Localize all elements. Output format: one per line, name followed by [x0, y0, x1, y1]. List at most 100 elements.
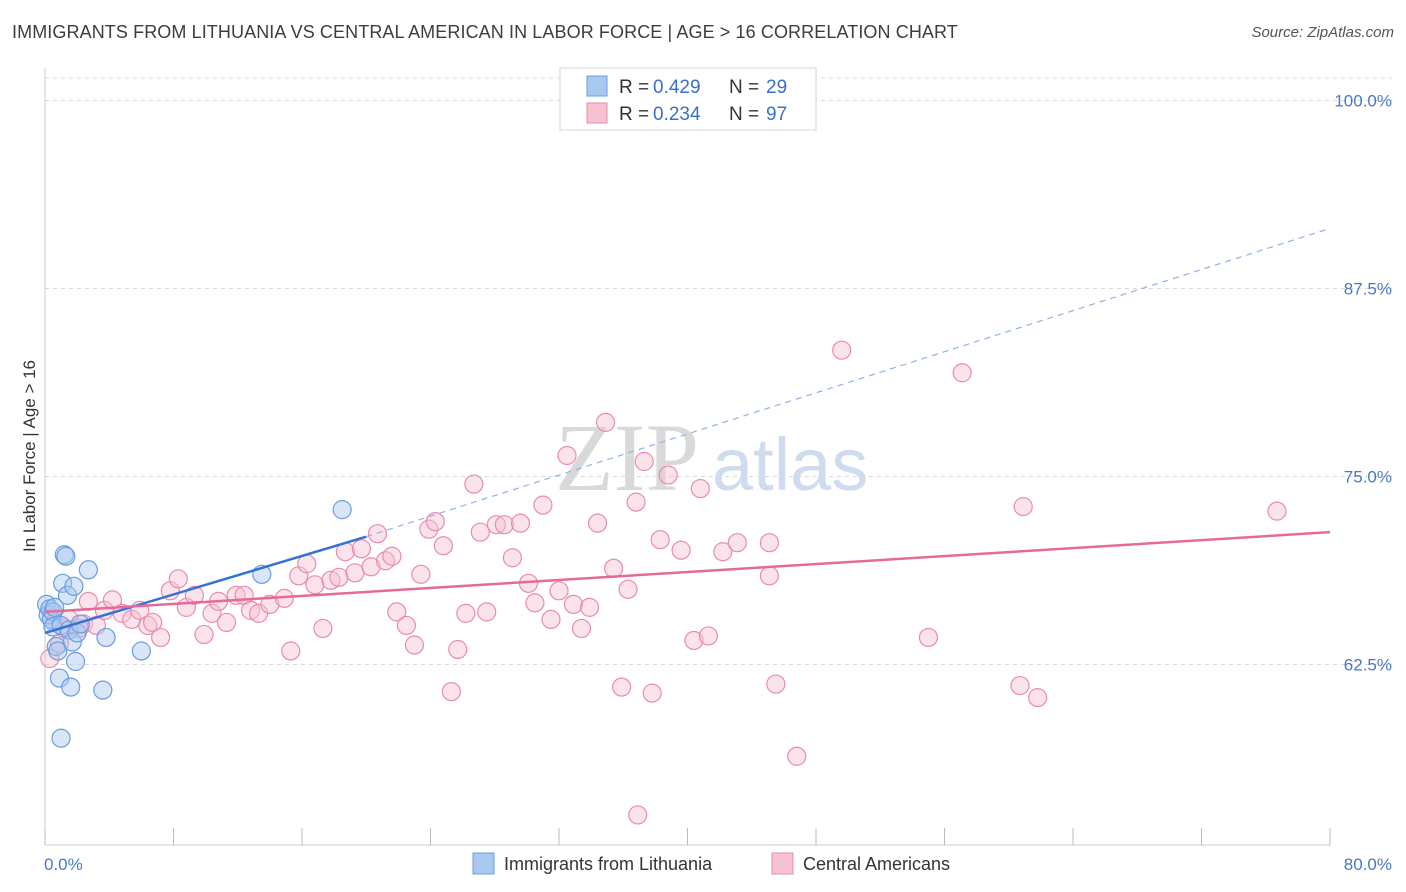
- central-point-84: [698, 626, 718, 646]
- lithuania-point-23: [93, 680, 113, 700]
- central-point-88: [766, 674, 786, 694]
- grid: [45, 77, 1392, 666]
- central-point-69: [571, 618, 592, 639]
- central-point-67: [557, 445, 577, 466]
- central-point-40: [351, 539, 372, 559]
- central-point-55: [464, 474, 484, 494]
- legend-bottom-label-central: Central Americans: [803, 854, 950, 874]
- central-point-63: [525, 593, 545, 613]
- legend-bottom-swatch-pink: [771, 852, 794, 875]
- central-point-89: [787, 746, 807, 766]
- central-point-97: [759, 566, 780, 586]
- central-point-96: [1267, 501, 1287, 521]
- central-point-44: [382, 546, 402, 566]
- central-point-73: [604, 558, 624, 578]
- central-point-85: [713, 542, 733, 562]
- legend-n-label-1: N =: [729, 77, 759, 98]
- central-point-60: [502, 548, 523, 568]
- central-point-79: [650, 530, 670, 550]
- lithuania-point-16: [61, 677, 81, 697]
- chart-source: Source: ZipAtlas.com: [1251, 24, 1394, 41]
- central-point-0: [40, 648, 60, 669]
- lithuania-point-11: [53, 573, 73, 593]
- central-point-48: [411, 564, 431, 584]
- central-point-52: [441, 681, 461, 702]
- trend-line-central: [44, 530, 1331, 614]
- central-point-15: [143, 612, 163, 633]
- lithuania-point-18: [64, 576, 84, 596]
- central-point-18: [168, 569, 188, 589]
- central-point-22: [202, 603, 222, 623]
- x-tick-max: 80.0%: [1344, 855, 1392, 874]
- central-point-20: [184, 585, 204, 605]
- central-point-51: [433, 536, 453, 556]
- central-point-53: [448, 639, 468, 660]
- lithuania-point-27: [332, 500, 352, 520]
- central-point-91: [918, 627, 939, 648]
- lithuania-point-8: [48, 641, 68, 661]
- lithuania-point-28: [51, 728, 71, 748]
- legend-n-value-2: 97: [766, 104, 787, 125]
- central-point-65: [541, 609, 561, 630]
- legend-r-label-2: R =: [619, 104, 649, 125]
- central-point-31: [281, 641, 301, 661]
- central-point-45: [387, 602, 407, 622]
- central-point-70: [579, 597, 600, 617]
- y-tick-labels: 62.5% 75.0% 87.5% 100.0%: [1334, 92, 1392, 675]
- central-point-68: [563, 594, 584, 614]
- trend-line-lithuania-extension: [366, 227, 1331, 538]
- central-point-59: [494, 515, 514, 535]
- central-point-80: [658, 465, 678, 485]
- central-point-94: [1013, 497, 1033, 517]
- central-point-82: [684, 630, 704, 651]
- legend-n-label-2: N =: [729, 104, 759, 125]
- watermark-zip: ZIP: [555, 404, 699, 511]
- central-point-21: [194, 624, 214, 645]
- central-point-92: [952, 363, 972, 383]
- central-point-61: [510, 513, 531, 533]
- central-point-83: [690, 478, 710, 499]
- central-point-39: [345, 563, 365, 583]
- axes: [44, 68, 1331, 846]
- x-tick-min: 0.0%: [44, 855, 83, 874]
- y-tick-label-2: 87.5%: [1344, 280, 1392, 299]
- central-point-16: [151, 627, 171, 648]
- trend-lines: [44, 227, 1331, 635]
- y-tick-label-3: 100.0%: [1334, 92, 1392, 111]
- central-point-58: [486, 515, 506, 535]
- series-central-americans: [40, 340, 1287, 825]
- central-point-87: [759, 533, 780, 553]
- central-point-41: [361, 557, 381, 577]
- central-point-57: [477, 602, 497, 622]
- central-point-98: [628, 805, 648, 825]
- y-axis-label: In Labor Force | Age > 16: [20, 360, 39, 552]
- central-point-75: [618, 579, 638, 599]
- lithuania-point-19: [65, 651, 86, 672]
- central-point-29: [260, 594, 280, 614]
- lithuania-point-13: [56, 546, 76, 566]
- legend-bottom-label-lithuania: Immigrants from Lithuania: [504, 854, 713, 874]
- central-point-64: [533, 495, 553, 515]
- legend-top: R = 0.429 N = 29 R = 0.234 N = 97: [559, 67, 817, 131]
- central-point-78: [642, 683, 662, 703]
- watermark-atlas: atlas: [712, 423, 868, 506]
- central-point-74: [612, 677, 632, 697]
- lithuania-point-22: [78, 560, 98, 580]
- lithuania-point-25: [131, 641, 151, 661]
- central-point-24: [216, 612, 237, 633]
- central-point-46: [396, 615, 417, 636]
- legend-r-value-1: 0.429: [653, 77, 701, 98]
- y-tick-label-0: 62.5%: [1344, 656, 1392, 675]
- central-point-34: [305, 575, 325, 595]
- lithuania-point-17: [62, 632, 82, 652]
- central-point-71: [587, 513, 608, 533]
- central-point-81: [671, 540, 691, 560]
- watermark: ZIP atlas: [555, 404, 868, 511]
- trend-line-lithuania: [44, 535, 367, 635]
- chart-title: IMMIGRANTS FROM LITHUANIA VS CENTRAL AME…: [12, 22, 958, 42]
- legend-swatch-pink: [586, 102, 608, 124]
- central-point-93: [1010, 675, 1030, 696]
- central-point-95: [1028, 688, 1048, 708]
- central-point-54: [456, 603, 476, 623]
